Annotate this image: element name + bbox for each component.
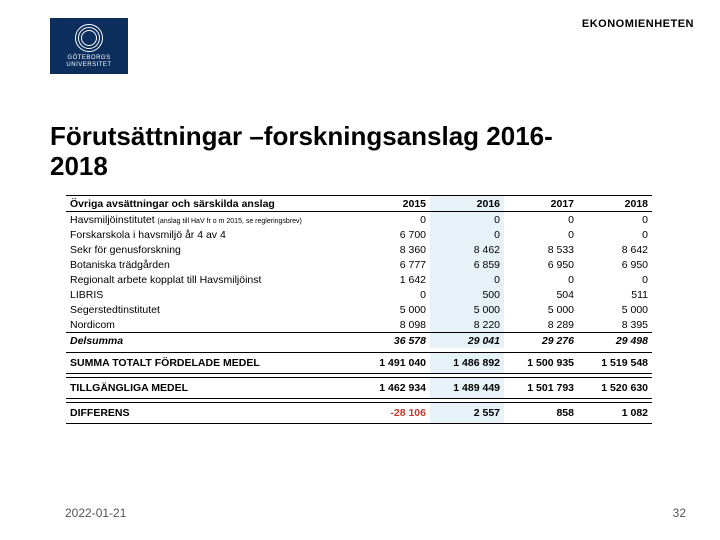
- department-label: EKONOMIENHETEN: [582, 18, 694, 30]
- section-row: DIFFERENS-28 1062 5578581 082: [66, 402, 652, 423]
- page-title: Förutsättningar –forskningsanslag 2016- …: [50, 122, 553, 182]
- table-row: Segerstedtinstitutet5 0005 0005 0005 000: [66, 302, 652, 317]
- table-row: Sekr för genusforskning8 3608 4628 5338 …: [66, 242, 652, 257]
- table-body: Havsmiljöinstitutet (anslag till HaV fr …: [66, 212, 652, 424]
- footer: 2022-01-21 32: [0, 500, 720, 520]
- footer-date: 2022-01-21: [65, 506, 126, 520]
- table-row: Nordicom8 0988 2208 2898 395: [66, 317, 652, 333]
- section-row: SUMMA TOTALT FÖRDELADE MEDEL1 491 0401 4…: [66, 352, 652, 373]
- page-number: 32: [673, 506, 686, 520]
- table-header-row: Övriga avsättningar och särskilda anslag…: [66, 196, 652, 212]
- table-row: LIBRIS0500504511: [66, 287, 652, 302]
- allocations-table: Övriga avsättningar och särskilda anslag…: [66, 195, 652, 424]
- table-row: Botaniska trädgården6 7776 8596 9506 950: [66, 257, 652, 272]
- table-row: Regionalt arbete kopplat till Havsmiljöi…: [66, 272, 652, 287]
- header-bar: GÖTEBORGS UNIVERSITET EKONOMIENHETEN: [0, 18, 720, 78]
- university-logo: GÖTEBORGS UNIVERSITET: [50, 18, 128, 74]
- subtotal-row: Delsumma36 57829 04129 27629 498: [66, 333, 652, 349]
- logo-seal-icon: [75, 24, 103, 52]
- table: Övriga avsättningar och särskilda anslag…: [66, 195, 652, 424]
- logo-text: GÖTEBORGS UNIVERSITET: [66, 55, 111, 68]
- table-row: Havsmiljöinstitutet (anslag till HaV fr …: [66, 212, 652, 228]
- table-head: Övriga avsättningar och särskilda anslag…: [66, 196, 652, 212]
- section-row: TILLGÄNGLIGA MEDEL1 462 9341 489 4491 50…: [66, 377, 652, 398]
- table-row: Forskarskola i havsmiljö år 4 av 46 7000…: [66, 227, 652, 242]
